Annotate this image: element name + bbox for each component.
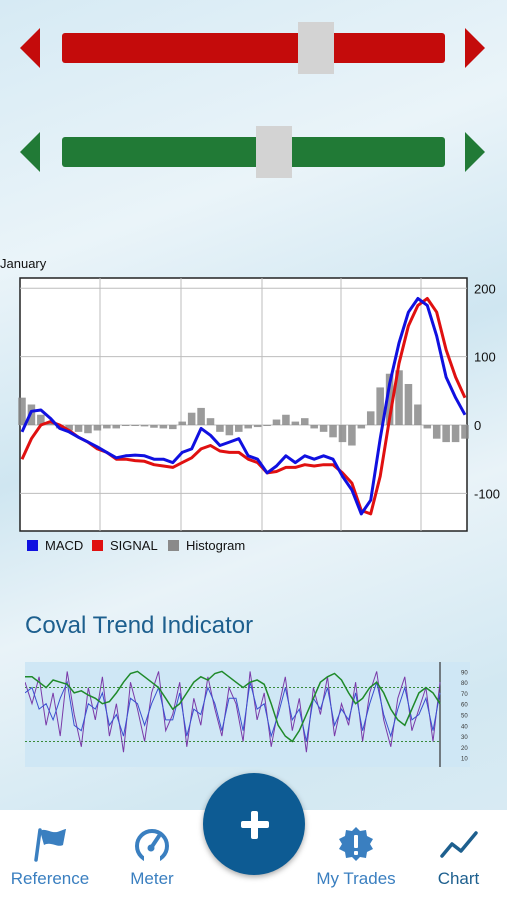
green-left-arrow-icon[interactable]: [20, 132, 40, 172]
histogram-bar: [131, 425, 139, 427]
macd-chart-svg: January 200 100 0 -100 MACD SIGNAL Histogra…: [0, 256, 500, 553]
legend-macd-label: MACD: [45, 538, 83, 553]
gauge-icon: [132, 826, 172, 867]
nav-chart-label: Chart: [437, 869, 480, 888]
histogram-bar: [376, 387, 384, 426]
macd-chart: January 200 100 0 -100 MACD SIGNAL Histogra…: [0, 250, 507, 560]
legend-signal-label: SIGNAL: [110, 538, 158, 553]
histogram-bar: [442, 425, 450, 443]
green-right-arrow-icon[interactable]: [465, 132, 485, 172]
y-tick-label: 100: [474, 350, 496, 365]
coval-y-tick-label: 70: [461, 692, 468, 698]
red-left-arrow-icon[interactable]: [20, 28, 40, 68]
legend-histogram-label: Histogram: [186, 538, 245, 553]
histogram-bar: [385, 373, 394, 426]
histogram-bar: [338, 425, 347, 443]
line-chart-icon: [439, 826, 479, 867]
green-slider[interactable]: [0, 122, 507, 182]
histogram-bar: [84, 425, 92, 434]
histogram-bar: [18, 397, 26, 426]
histogram-bar: [263, 425, 271, 427]
histogram-bar: [432, 425, 441, 439]
histogram-bar: [300, 418, 309, 426]
histogram-bar: [395, 370, 403, 426]
histogram-bar: [225, 425, 234, 436]
coval-slow-line: [24, 680, 441, 742]
green-slider-thumb[interactable]: [256, 126, 293, 178]
y-tick-label: 0: [474, 418, 481, 433]
green-slider-track[interactable]: [62, 126, 445, 178]
coval-y-tick-label: 40: [461, 724, 468, 730]
y-tick-label: 200: [474, 281, 496, 296]
red-slider-track[interactable]: [62, 22, 445, 74]
coval-plot-bg: [25, 662, 470, 767]
histogram-bar: [169, 425, 177, 430]
histogram-bar: [366, 411, 375, 426]
histogram-bar: [103, 425, 111, 429]
histogram-bar: [329, 425, 337, 438]
histogram-bar: [272, 419, 281, 426]
histogram-bar: [140, 425, 149, 427]
coval-fast-line: [24, 671, 441, 753]
histogram-bar: [357, 425, 366, 429]
macd-line: [20, 297, 467, 516]
histogram-bar: [112, 425, 121, 429]
histogram-bar: [74, 425, 83, 432]
histogram-bar: [404, 383, 413, 426]
flag-icon: [30, 826, 70, 867]
nav-reference-label: Reference: [10, 869, 90, 888]
histogram-bar: [216, 425, 224, 432]
nav-meter[interactable]: Meter: [102, 810, 202, 900]
histogram-bar: [178, 421, 187, 426]
legend-histogram-swatch: [168, 540, 179, 551]
histogram-bar: [46, 421, 55, 426]
histogram-bar: [37, 414, 45, 426]
histogram-bar: [159, 425, 168, 429]
coval-trend-chart: 90 80 70 60 50 40 30 20 10: [24, 662, 470, 767]
histogram-bar: [253, 425, 262, 428]
nav-reference[interactable]: Reference: [0, 810, 100, 900]
nav-my-trades-label: My Trades: [316, 869, 396, 888]
histogram-bar: [461, 425, 469, 439]
legend-macd-swatch: [27, 540, 38, 551]
coval-y-tick-label: 90: [461, 670, 468, 676]
histogram-bar: [244, 425, 252, 429]
alert-badge-icon: [336, 826, 376, 867]
histogram-bar: [65, 425, 73, 431]
add-trade-button[interactable]: [203, 773, 305, 875]
histogram-bar: [423, 425, 432, 429]
histogram-bar: [197, 407, 205, 426]
histogram-bar: [348, 425, 356, 446]
coval-y-tick-label: 60: [461, 703, 468, 709]
histogram-bar: [282, 414, 290, 426]
coval-y-tick-label: 20: [461, 746, 468, 752]
histogram-bar: [414, 404, 422, 426]
nav-my-trades[interactable]: My Trades: [305, 810, 407, 900]
legend-signal-swatch: [92, 540, 103, 551]
coval-y-tick-label: 10: [461, 757, 468, 763]
coval-trend-title: Coval Trend Indicator: [25, 612, 254, 639]
histogram-bar: [93, 425, 102, 431]
histogram-bar: [319, 425, 328, 432]
nav-chart[interactable]: Chart: [410, 810, 507, 900]
histogram-bar: [310, 425, 318, 429]
nav-meter-label: Meter: [130, 869, 174, 888]
coval-trend-line: [25, 670, 441, 743]
period-label: January: [0, 256, 47, 271]
histogram-bar: [451, 425, 460, 443]
histogram-bar: [291, 421, 300, 426]
coval-y-tick-label: 30: [461, 735, 468, 741]
red-slider-thumb[interactable]: [297, 22, 334, 74]
coval-y-tick-label: 50: [461, 714, 468, 720]
histogram-bar: [121, 425, 130, 427]
coval-trend-svg: 90 80 70 60 50 40 30 20 10: [24, 662, 470, 767]
y-tick-label: -100: [474, 486, 500, 501]
histogram-bar: [206, 418, 215, 426]
histogram-bar: [150, 425, 158, 428]
histogram-bar: [187, 412, 196, 426]
histogram-bar: [235, 425, 243, 432]
coval-y-tick-label: 80: [461, 681, 468, 687]
red-slider[interactable]: [0, 18, 507, 78]
red-right-arrow-icon[interactable]: [465, 28, 485, 68]
